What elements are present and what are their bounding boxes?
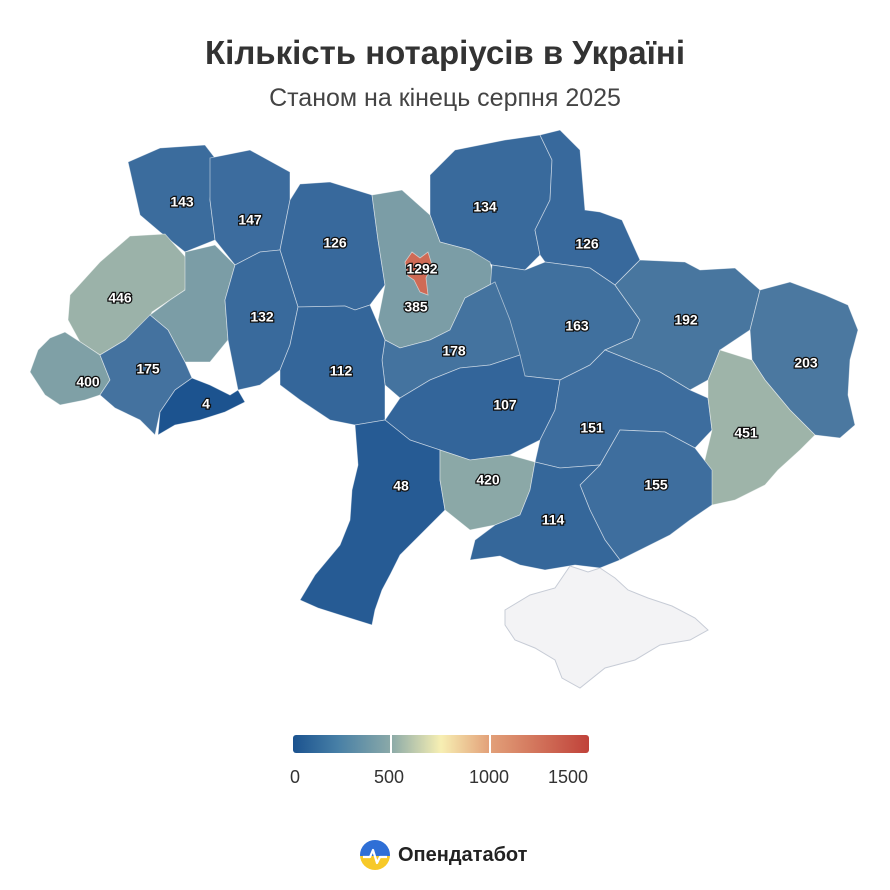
region-zakarpattia-value-label: 400 [76,374,100,390]
region-dnipropetrovsk-value-label: 151 [580,420,604,436]
map-subtitle: Станом на кінець серпня 2025 [269,84,621,112]
scale-label-1000: 1000 [469,767,510,787]
region-kharkiv [603,259,761,391]
region-zhytomyr-value-label: 126 [323,235,347,251]
region-cherkasy-value-label: 178 [442,343,466,359]
region-donetsk-value-label: 451 [734,425,758,441]
region-ivano-frankivsk-value-label: 175 [136,361,160,377]
region-rivne [209,149,291,266]
region-chernihiv-value-label: 134 [473,199,497,215]
brand-logo: Опендатабот [359,839,527,871]
region-sumy-value-label: 126 [575,236,599,252]
region-kherson-value-label: 114 [542,512,565,528]
region-luhansk-value-label: 203 [794,355,818,371]
scale-divider [489,735,491,753]
scale-divider [390,735,392,753]
color-scale-bar [293,735,589,753]
region-kirovohrad-value-label: 107 [493,397,517,413]
region-kherson [469,461,621,571]
region-sumy [534,129,641,286]
region-chernivtsi-value-label: 4 [202,396,210,412]
region-donetsk [699,349,816,506]
region-crimea [504,565,709,689]
map-title: Кількість нотаріусів в Україні [205,34,685,71]
region-kharkiv-value-label: 192 [674,312,698,328]
region-ternopil-value-label: 385 [404,299,428,315]
region-zakarpattia [29,331,111,406]
region-rivne-value-label: 147 [238,212,262,228]
region-odesa [299,419,446,626]
region-mykolaiv-value-label: 420 [476,472,500,488]
region-ternopil [149,244,236,363]
region-lviv-value-label: 446 [108,290,132,306]
region-chernivtsi [157,377,246,436]
region-khmelnytskyi-value-label: 132 [250,309,274,325]
brand-icon [360,840,390,870]
scale-label-500: 500 [374,767,405,787]
region-odesa-value-label: 48 [393,478,409,494]
region-poltava-value-label: 163 [565,318,589,334]
region-kyiv-city [404,251,433,296]
scale-label-0: 0 [290,767,301,787]
region-vinnytsia-value-label: 112 [330,363,353,379]
brand-name: Опендатабот [398,843,528,866]
region-volyn-value-label: 143 [170,194,194,210]
region-kyiv-city-value-label: 1292 [406,261,437,277]
region-zaporizhzhia-value-label: 155 [644,477,668,493]
scale-label-1500: 1500 [548,767,589,787]
